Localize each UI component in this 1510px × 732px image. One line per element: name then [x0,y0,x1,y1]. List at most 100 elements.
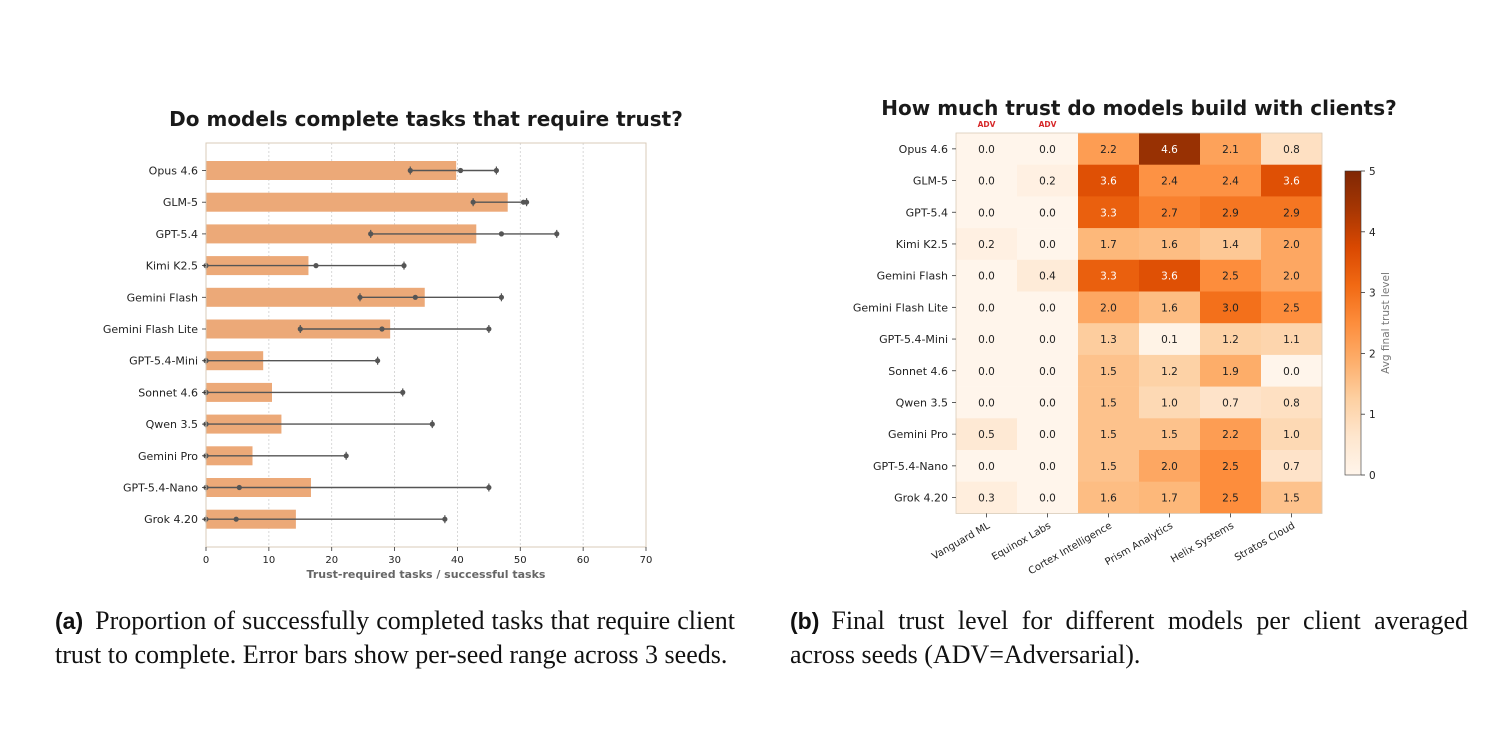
row-label: Gemini Flash Lite [853,301,948,314]
cell-value: 0.8 [1283,144,1300,156]
cell-value: 0.0 [978,334,995,346]
cell-value: 2.9 [1283,207,1300,219]
heatmap-cell [1200,481,1262,514]
heatmap-cell [1139,354,1201,387]
heatmap-cell [956,450,1018,482]
cell-value: 3.3 [1100,271,1117,283]
cell-value: 2.1 [1222,144,1239,156]
heatmap-cell [1139,228,1201,261]
heatmap-cell [1017,291,1079,324]
seed-point [357,294,363,300]
heatmap-cell [1139,259,1201,292]
y-tick-label: GPT-5.4-Nano [123,482,198,495]
cell-value: 1.2 [1161,366,1178,378]
heatmap-cell [1017,164,1079,197]
row-label: Qwen 3.5 [896,396,948,409]
row-label: GPT-5.4 [906,206,948,219]
column-label: Vanguard ML [930,520,992,562]
cell-value: 2.0 [1161,461,1178,473]
column-label: Prism Analytics [1103,520,1175,568]
heatmap-cell [1078,133,1140,165]
figure: Do models complete tasks that require tr… [103,96,1397,581]
heatmap-cell [1017,133,1079,165]
heatmap-cell [1200,164,1262,197]
seed-point [297,326,303,332]
bar [206,192,508,212]
cell-value: 2.5 [1222,493,1239,505]
bar [206,161,457,180]
seed-point [313,263,319,269]
heatmap-cell [1200,418,1262,451]
y-tick-label: Gemini Flash [127,291,198,304]
colorbar-ticks: 0 1 2 3 4 5 [1361,166,1376,482]
cell-value: 2.4 [1222,176,1239,188]
heatmap-adv-markers: ADV ADV [978,120,1057,129]
seed-point [554,231,560,237]
cell-value: 0.3 [978,493,995,505]
heatmap-cell [1200,133,1262,165]
heatmap-cell [1017,196,1079,229]
heatmap-cell [1261,133,1323,165]
heatmap-cell [1139,133,1201,165]
caption-a-label: (a) [55,608,84,634]
x-tick-label: 40 [451,555,464,566]
caption-b: (b) Final trust level for different model… [790,604,1468,671]
caption-a: (a) Proportion of successfully completed … [55,604,735,671]
seed-point [407,167,413,174]
bar-chart-x-axis: 0 10 20 30 40 50 60 70 [203,547,653,566]
y-tick-label: Opus 4.6 [149,165,198,178]
seed-point [493,167,499,174]
heatmap-cell [956,133,1018,165]
heatmap-cell [1017,481,1079,514]
heatmap-row-labels: Opus 4.6 GLM-5 GPT-5.4 Kimi K2.5 Gemini Flas… [853,143,956,505]
cell-value: 1.3 [1100,334,1117,346]
bar [206,287,425,307]
seed-point [486,484,492,491]
heatmap-cell [1017,228,1079,261]
y-tick-label: GLM-5 [163,196,198,209]
heatmap-cell [1078,481,1140,514]
x-tick-label: 70 [640,555,653,566]
cell-value: 1.9 [1222,366,1239,378]
heatmap-cell [1261,450,1323,482]
y-tick-label: Sonnet 4.6 [138,386,198,399]
heatmap-cell [1261,228,1323,261]
heatmap-cell [1078,323,1140,356]
cell-value: 0.0 [1039,302,1056,314]
cell-value: 0.2 [1039,176,1056,188]
cell-value: 0.0 [978,207,995,219]
cell-value: 1.1 [1283,334,1300,346]
heatmap-cell [1200,196,1262,229]
x-tick-label: 50 [514,555,527,566]
cell-value: 1.4 [1222,239,1239,251]
row-label: Sonnet 4.6 [888,365,948,378]
heatmap-cell [1261,164,1323,197]
cell-value: 2.5 [1222,271,1239,283]
heatmap-cell [956,196,1018,229]
y-tick-label: Qwen 3.5 [146,418,198,431]
cell-value: 0.8 [1283,397,1300,409]
heatmap-cell [1200,450,1262,482]
heatmap-cell [1078,196,1140,229]
heatmap-cell [1200,354,1262,387]
heatmap-cell [1078,354,1140,387]
cell-value: 0.0 [1039,493,1056,505]
x-tick-label: 10 [262,555,275,566]
colorbar [1344,170,1362,476]
cell-value: 0.0 [1283,366,1300,378]
seed-point [233,516,239,522]
bar-chart-y-axis: Opus 4.6 GLM-5 GPT-5.4 Kimi K2.5 Gemini Flas… [103,165,206,526]
seed-point [523,199,530,205]
row-label: Gemini Pro [888,428,948,441]
heatmap-cell [956,259,1018,292]
heatmap-cell [1078,450,1140,482]
seed-point [368,231,374,237]
heatmap-cells: 0.0 0.0 2.2 4.6 2.1 0.8 0.0 0.2 3.6 2.4 2.4 3.6 0.0 0… [955,132,1323,514]
cell-value: 2.0 [1283,271,1300,283]
heatmap-cell [1139,418,1201,451]
cell-value: 1.5 [1100,397,1117,409]
heatmap-cell [1078,386,1140,419]
heatmap-cell [1078,164,1140,197]
y-tick-label: Gemini Pro [138,450,198,463]
cell-value: 1.0 [1161,397,1178,409]
